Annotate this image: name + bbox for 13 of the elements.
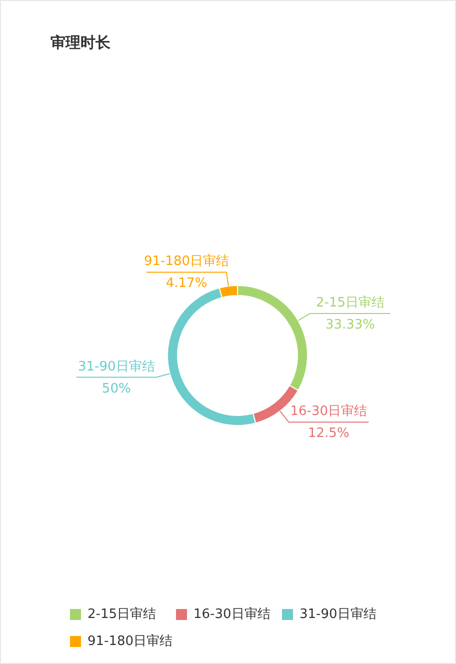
- slice-label: 91-180日审结: [144, 253, 230, 270]
- slice-label: 16-30日审结: [290, 403, 368, 420]
- chart-title: 审理时长: [50, 34, 112, 52]
- legend-label: 31-90日审结: [300, 606, 376, 622]
- legend-label: 91-180日审结: [88, 633, 173, 649]
- legend-label: 16-30日审结: [194, 606, 270, 622]
- data-label: 50%: [102, 381, 131, 396]
- data-label: 33.33%: [325, 317, 376, 332]
- slice-label: 2-15日审结: [316, 294, 385, 310]
- data-label: 4.17%: [166, 276, 208, 292]
- data-label: 12.5%: [308, 426, 350, 442]
- slice-label: 31-90日审结: [78, 358, 155, 374]
- legend-label: 2-15日审结: [88, 606, 156, 622]
